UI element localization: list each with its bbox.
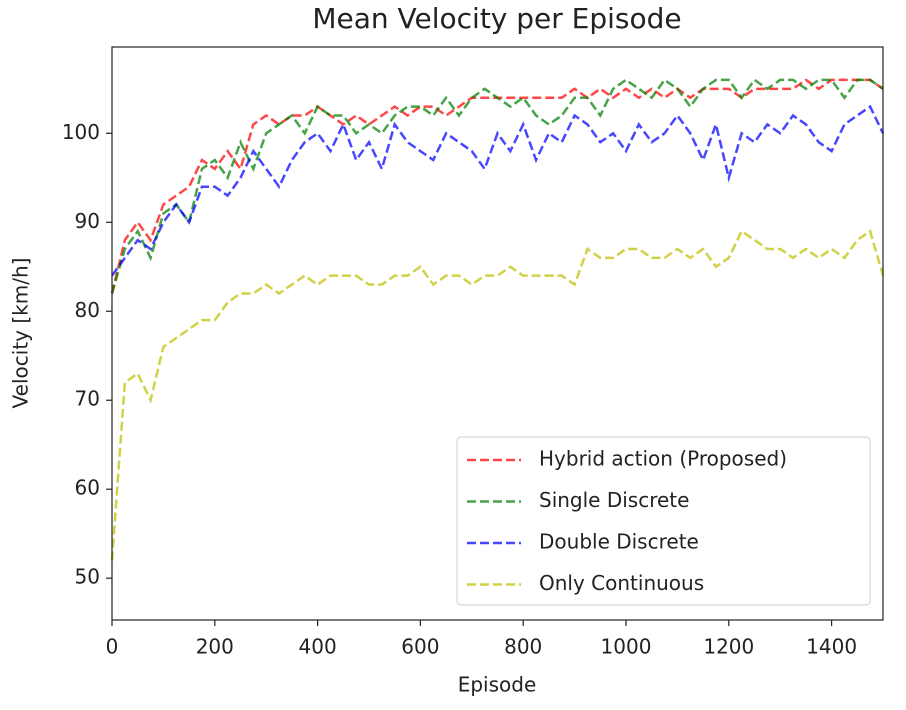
legend: Hybrid action (Proposed) Single Discrete D… (456, 436, 871, 606)
x-tick-label: 600 (401, 635, 439, 659)
y-tick-label: 50 (75, 565, 100, 589)
series-line (110, 78, 884, 294)
series-line (110, 104, 885, 277)
legend-box (456, 436, 871, 606)
plot-frame (111, 46, 884, 621)
legend-label: Double Discrete (539, 530, 699, 554)
x-tick-label: 1200 (703, 635, 754, 659)
x-tick-label: 1000 (601, 635, 652, 659)
chart-title: Mean Velocity per Episode (312, 2, 681, 35)
y-tick-label: 100 (62, 120, 100, 144)
y-tick-label: 60 (75, 476, 100, 500)
legend-label: Hybrid action (Proposed) (539, 447, 787, 471)
x-tick-label: 1400 (806, 635, 857, 659)
plot-area (110, 78, 885, 561)
y-tick-label: 80 (75, 298, 100, 322)
y-tick-label: 90 (75, 209, 100, 233)
legend-label: Single Discrete (539, 488, 689, 512)
x-tick-label: 400 (299, 635, 337, 659)
y-axis-label: Velocity [km/h] (9, 258, 33, 409)
x-tick-label: 200 (196, 635, 234, 659)
y-tick-label: 70 (75, 387, 100, 411)
x-axis-label: Episode (458, 673, 537, 697)
x-tick-label: 0 (106, 635, 119, 659)
x-tick-label: 800 (504, 635, 542, 659)
legend-label: Only Continuous (539, 571, 704, 595)
